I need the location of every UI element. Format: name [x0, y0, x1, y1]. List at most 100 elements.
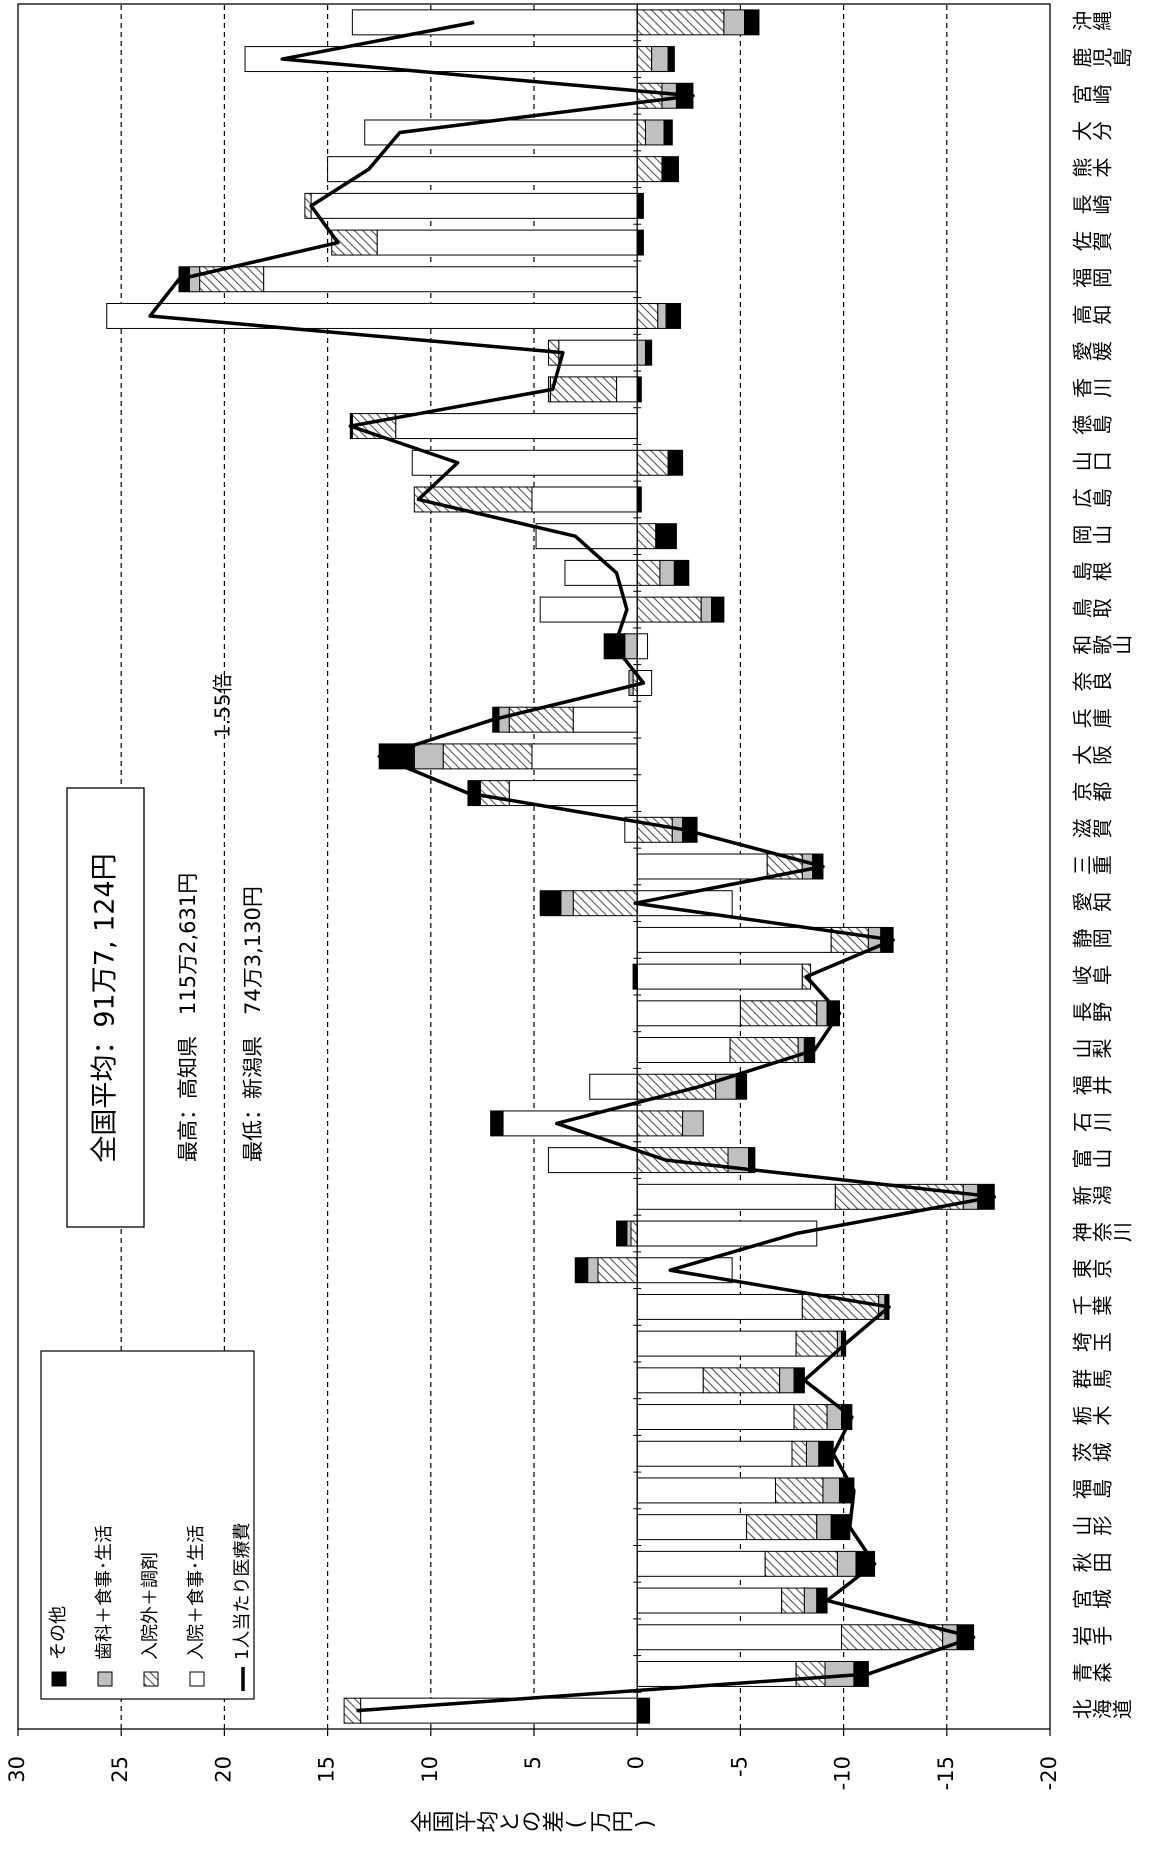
annotation: 最低：新潟県 74万3,130円: [241, 886, 265, 1162]
y-tick-label: 20: [211, 1756, 235, 1783]
bar-segment: [589, 1073, 638, 1100]
bar-segment: [636, 1110, 684, 1137]
x-tick-label: 秋田: [1072, 1552, 1112, 1576]
x-tick-label: 石川: [1072, 1111, 1112, 1135]
bar-segment: [816, 1514, 832, 1541]
y-tick-label: -5: [727, 1756, 751, 1777]
x-tick-label: 大阪: [1072, 744, 1112, 768]
legend-swatch: [143, 1671, 159, 1687]
bar-segment: [442, 743, 533, 770]
x-tick-label: 宮崎: [1072, 84, 1112, 108]
bar-segment: [636, 926, 832, 953]
bar-segment: [636, 156, 663, 183]
x-tick-label: 富山: [1072, 1148, 1112, 1172]
bar-segment: [822, 1477, 840, 1504]
x-tick-label: 宮城: [1072, 1589, 1112, 1613]
y-tick-label: -15: [934, 1756, 958, 1790]
bar-segment: [636, 339, 646, 366]
x-tick-label: 大分: [1072, 120, 1112, 144]
bar-segment: [748, 1147, 756, 1174]
bar-segment: [351, 9, 638, 36]
annotation: 全国平均：91万7, 124円: [90, 853, 121, 1162]
bar-segment: [628, 670, 634, 696]
legend-label: 歯科＋食事･生活: [94, 1525, 115, 1660]
bar-segment: [663, 119, 673, 146]
bar-segment: [797, 1037, 805, 1063]
bar-segment: [818, 1440, 834, 1467]
legend-label: その他: [48, 1606, 69, 1660]
bar-segment: [702, 1367, 781, 1394]
bar-segment: [636, 449, 669, 476]
x-tick-label: 佐賀: [1072, 231, 1112, 255]
bar-segment: [547, 1147, 638, 1174]
legend-swatch: [51, 1671, 67, 1687]
bar-segment: [244, 46, 638, 73]
annotation: 最高：高知県 115万2,631円: [176, 873, 200, 1162]
bar-segment: [587, 1257, 599, 1284]
bar-segment: [558, 339, 638, 366]
x-tick-label: 京都: [1072, 781, 1112, 805]
bar-segment: [636, 1183, 836, 1210]
x-tick-label: 福島: [1072, 1478, 1112, 1502]
bar-segment: [651, 46, 669, 73]
x-tick-label: 広島: [1072, 487, 1112, 511]
bar-segment: [659, 559, 675, 586]
bar-segment: [636, 1293, 803, 1320]
x-tick-label: 島根: [1072, 561, 1112, 585]
rotated-plot: -20 -15 -10 -5 0 5 10 15 20 25 30 北海道 青森 岩手 宮城 秋田 山形 福島 茨城…: [5, 3, 1132, 1837]
bar-segment: [667, 46, 675, 73]
bar-segment: [673, 559, 690, 586]
x-tick-label: 山口: [1072, 451, 1112, 475]
bar-segment: [791, 1440, 807, 1467]
x-tick-label: 東京: [1072, 1258, 1112, 1282]
bar-segment: [644, 339, 653, 366]
annotation: 1.55倍: [211, 673, 235, 738]
bar-segment: [682, 1110, 704, 1137]
bar-segment: [263, 266, 638, 293]
x-tick-label: 熊本: [1072, 157, 1112, 181]
bar-segment: [655, 523, 677, 550]
x-tick-label: 徳島: [1072, 414, 1112, 438]
x-tick-label: 和歌山: [1072, 634, 1132, 658]
x-tick-label: 愛媛: [1072, 341, 1112, 365]
bar-segment: [667, 449, 684, 476]
x-tick-label: 奈良: [1072, 671, 1112, 695]
x-tick-label: 香川: [1072, 377, 1112, 401]
bar-segment: [636, 1000, 741, 1027]
bar-segment: [376, 229, 638, 256]
bar-segment: [395, 413, 638, 440]
bar-segment: [636, 1440, 793, 1467]
bar-segment: [636, 1220, 818, 1247]
legend-swatch: [189, 1671, 205, 1687]
bar-segment: [636, 119, 646, 146]
bar-segment: [498, 706, 510, 733]
bar-segment: [616, 1220, 628, 1247]
bar-segment: [836, 1550, 857, 1577]
x-tick-label: 神奈川: [1072, 1222, 1132, 1246]
bar-segment: [616, 376, 638, 403]
bar-segment: [630, 1220, 638, 1247]
y-tick-label: 15: [315, 1756, 339, 1783]
bar-segment: [735, 1073, 748, 1100]
bar-segment: [636, 1330, 797, 1357]
bar-segment: [560, 890, 574, 917]
x-tick-label: 鳥取: [1072, 598, 1112, 622]
bar-segment: [793, 1404, 828, 1431]
line-series: [148, 20, 997, 1713]
bar-segment: [413, 743, 444, 770]
y-tick-label: -20: [1037, 1756, 1061, 1790]
y-axis-title: 全国平均との差(万円): [410, 1811, 658, 1837]
bar-segment: [624, 633, 638, 660]
x-tick-label: 愛知: [1072, 891, 1112, 915]
bar-segment: [564, 559, 638, 586]
legend-label: 入院＋食事･生活: [186, 1525, 207, 1660]
y-tick-label: 5: [521, 1756, 545, 1769]
bar-segment: [636, 1550, 766, 1577]
bar-segment: [636, 82, 663, 109]
bar-segment: [795, 1330, 838, 1357]
bar-segment: [636, 1367, 704, 1394]
x-tick-label: 滋賀: [1072, 818, 1112, 842]
x-tick-label: 千葉: [1072, 1295, 1112, 1319]
bar-segment: [106, 302, 638, 329]
bar-segment: [636, 46, 653, 73]
